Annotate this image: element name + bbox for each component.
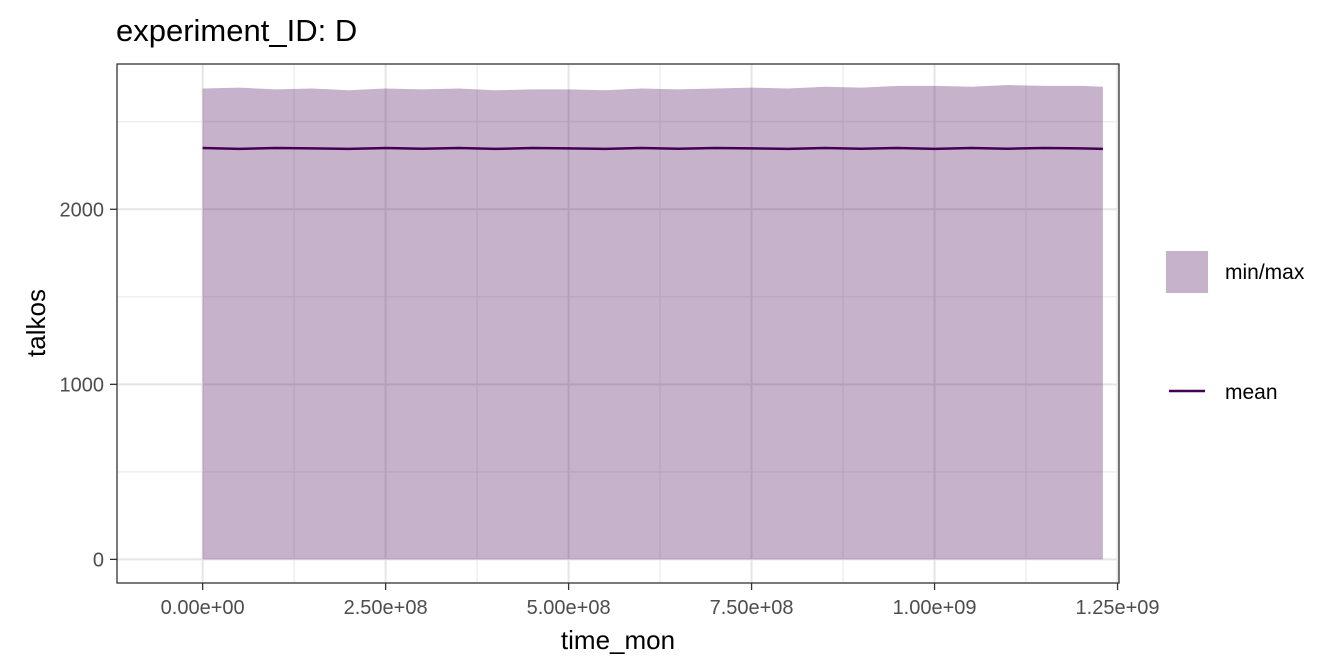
- x-tick-label: 5.00e+08: [527, 597, 611, 619]
- series-min-max-ribbon: [202, 85, 1103, 560]
- x-tick-label: 7.50e+08: [710, 597, 794, 619]
- x-axis: 0.00e+00 2.50e+08 5.00e+08 7.50e+08 1.00e+09…: [161, 583, 1160, 619]
- x-tick-label: 2.50e+08: [344, 597, 428, 619]
- y-tick-label: 1000: [60, 374, 105, 396]
- legend: min/max mean: [1166, 251, 1305, 404]
- x-tick-label: 1.25e+09: [1076, 597, 1160, 619]
- panel-border: [116, 63, 1120, 584]
- major-gridlines: [117, 64, 1119, 583]
- y-axis: 0 1000 2000: [60, 199, 117, 571]
- y-axis-title: talkos: [21, 289, 51, 357]
- legend-label-mean: mean: [1225, 381, 1278, 404]
- chart-title: experiment_ID: D: [116, 13, 357, 48]
- legend-key-min-max: [1166, 251, 1208, 293]
- plot-panel: [116, 63, 1120, 584]
- x-tick-label: 1.00e+09: [893, 597, 977, 619]
- x-tick-label: 0.00e+00: [161, 597, 245, 619]
- x-axis-title: time_mon: [561, 625, 675, 655]
- minor-gridlines: [117, 64, 1119, 583]
- legend-label-min-max: min/max: [1225, 261, 1305, 284]
- data-marks: [202, 85, 1103, 560]
- y-tick-label: 2000: [60, 199, 105, 221]
- series-mean-line: [202, 146, 1103, 151]
- panel-background: [117, 64, 1119, 583]
- y-tick-label: 0: [93, 549, 104, 571]
